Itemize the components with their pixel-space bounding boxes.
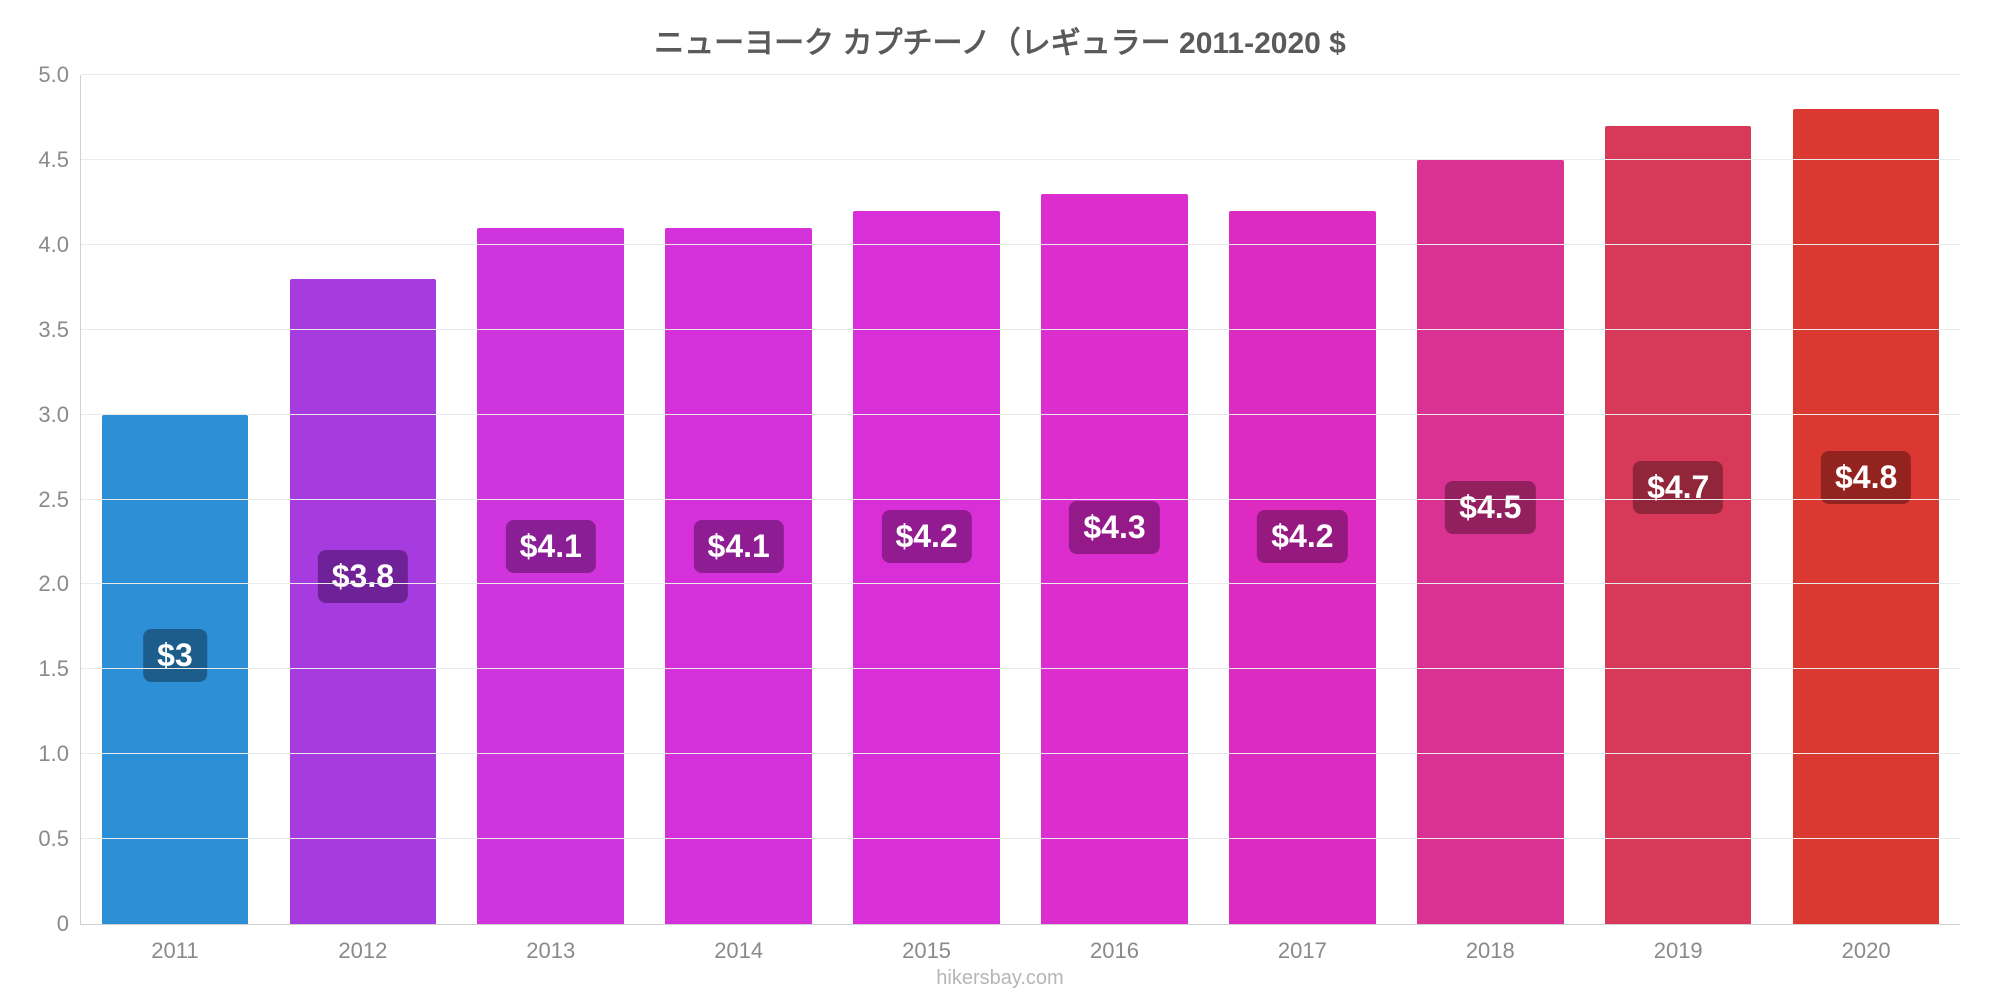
x-tick-label: 2019 (1654, 924, 1703, 964)
y-tick-label: 3.5 (38, 317, 81, 343)
bar: $4.1 (665, 228, 812, 924)
bar-slot: $3.82012 (269, 75, 457, 924)
bar: $3.8 (290, 279, 437, 924)
x-tick-label: 2015 (902, 924, 951, 964)
bar-value-label: $4.2 (881, 510, 971, 563)
gridline (81, 74, 1960, 75)
x-tick-label: 2016 (1090, 924, 1139, 964)
bars-group: $32011$3.82012$4.12013$4.12014$4.22015$4… (81, 75, 1960, 924)
bar-value-label: $4.2 (1257, 510, 1347, 563)
y-tick-label: 4.0 (38, 232, 81, 258)
gridline (81, 414, 1960, 415)
gridline (81, 838, 1960, 839)
chart-caption: hikersbay.com (0, 967, 2000, 990)
gridline (81, 499, 1960, 500)
bar-value-label: $4.8 (1821, 451, 1911, 504)
bar-value-label: $4.1 (506, 520, 596, 573)
y-tick-label: 2.0 (38, 571, 81, 597)
bar: $4.8 (1793, 109, 1940, 924)
gridline (81, 583, 1960, 584)
chart-container: ニューヨーク カプチーノ（レギュラー 2011-2020 $ $32011$3.… (0, 0, 2000, 1000)
x-tick-label: 2012 (338, 924, 387, 964)
plot-area: $32011$3.82012$4.12013$4.12014$4.22015$4… (80, 75, 1960, 925)
y-tick-label: 0.5 (38, 826, 81, 852)
y-tick-label: 1.0 (38, 741, 81, 767)
x-tick-label: 2013 (526, 924, 575, 964)
bar-value-label: $4.1 (694, 520, 784, 573)
bar-slot: $4.72019 (1584, 75, 1772, 924)
y-tick-label: 4.5 (38, 147, 81, 173)
x-tick-label: 2020 (1842, 924, 1891, 964)
x-tick-label: 2011 (151, 924, 198, 964)
bar-value-label: $4.7 (1633, 461, 1723, 514)
y-tick-label: 3.0 (38, 402, 81, 428)
y-tick-label: 5.0 (38, 62, 81, 88)
gridline (81, 753, 1960, 754)
x-tick-label: 2014 (714, 924, 763, 964)
x-tick-label: 2017 (1278, 924, 1327, 964)
bar-slot: $4.52018 (1396, 75, 1584, 924)
bar: $4.1 (477, 228, 624, 924)
bar-slot: $32011 (81, 75, 269, 924)
bar-value-label: $4.3 (1069, 501, 1159, 554)
x-tick-label: 2018 (1466, 924, 1515, 964)
bar-slot: $4.12013 (457, 75, 645, 924)
bar: $4.2 (853, 211, 1000, 924)
bar-slot: $4.82020 (1772, 75, 1960, 924)
bar-value-label: $3 (143, 629, 207, 682)
bar-slot: $4.22017 (1208, 75, 1396, 924)
bar: $4.2 (1229, 211, 1376, 924)
bar: $4.5 (1417, 160, 1564, 924)
gridline (81, 244, 1960, 245)
gridline (81, 329, 1960, 330)
gridline (81, 159, 1960, 160)
bar-slot: $4.32016 (1021, 75, 1209, 924)
bar-value-label: $4.5 (1445, 481, 1535, 534)
bar-slot: $4.12014 (645, 75, 833, 924)
bar-slot: $4.22015 (833, 75, 1021, 924)
gridline (81, 668, 1960, 669)
bar: $4.3 (1041, 194, 1188, 924)
y-tick-label: 0 (57, 911, 81, 937)
bar-value-label: $3.8 (318, 550, 408, 603)
chart-title: ニューヨーク カプチーノ（レギュラー 2011-2020 $ (0, 18, 2000, 62)
y-tick-label: 2.5 (38, 487, 81, 513)
y-tick-label: 1.5 (38, 656, 81, 682)
bar: $4.7 (1605, 126, 1752, 924)
